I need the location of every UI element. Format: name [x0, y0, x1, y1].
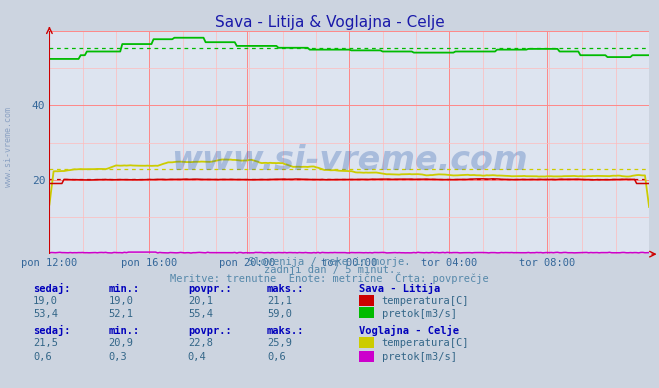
Text: 55,4: 55,4 [188, 308, 213, 319]
Text: Sava - Litija: Sava - Litija [359, 283, 440, 294]
Text: pretok[m3/s]: pretok[m3/s] [382, 352, 457, 362]
Text: 0,6: 0,6 [267, 352, 285, 362]
Text: 21,1: 21,1 [267, 296, 292, 306]
Text: 52,1: 52,1 [109, 308, 134, 319]
Text: maks.:: maks.: [267, 284, 304, 294]
Text: 59,0: 59,0 [267, 308, 292, 319]
Text: 22,8: 22,8 [188, 338, 213, 348]
Text: maks.:: maks.: [267, 326, 304, 336]
Text: Meritve: trenutne  Enote: metrične  Črta: povprečje: Meritve: trenutne Enote: metrične Črta: … [170, 272, 489, 284]
Text: povpr.:: povpr.: [188, 284, 231, 294]
Text: min.:: min.: [109, 326, 140, 336]
Text: sedaj:: sedaj: [33, 325, 71, 336]
Text: povpr.:: povpr.: [188, 326, 231, 336]
Text: Sava - Litija & Voglajna - Celje: Sava - Litija & Voglajna - Celje [215, 15, 444, 30]
Text: pretok[m3/s]: pretok[m3/s] [382, 308, 457, 319]
Text: 0,6: 0,6 [33, 352, 51, 362]
Text: zadnji dan / 5 minut.: zadnji dan / 5 minut. [264, 265, 395, 275]
Text: temperatura[C]: temperatura[C] [382, 296, 469, 306]
Text: 0,3: 0,3 [109, 352, 127, 362]
Text: Slovenija / reke in morje.: Slovenija / reke in morje. [248, 257, 411, 267]
Text: 21,5: 21,5 [33, 338, 58, 348]
Text: www.si-vreme.com: www.si-vreme.com [171, 144, 528, 177]
Text: sedaj:: sedaj: [33, 283, 71, 294]
Text: 25,9: 25,9 [267, 338, 292, 348]
Text: 0,4: 0,4 [188, 352, 206, 362]
Text: www.si-vreme.com: www.si-vreme.com [4, 107, 13, 187]
Text: 19,0: 19,0 [33, 296, 58, 306]
Text: min.:: min.: [109, 284, 140, 294]
Text: 19,0: 19,0 [109, 296, 134, 306]
Text: 20,1: 20,1 [188, 296, 213, 306]
Text: temperatura[C]: temperatura[C] [382, 338, 469, 348]
Text: 53,4: 53,4 [33, 308, 58, 319]
Text: 20,9: 20,9 [109, 338, 134, 348]
Text: Voglajna - Celje: Voglajna - Celje [359, 325, 459, 336]
